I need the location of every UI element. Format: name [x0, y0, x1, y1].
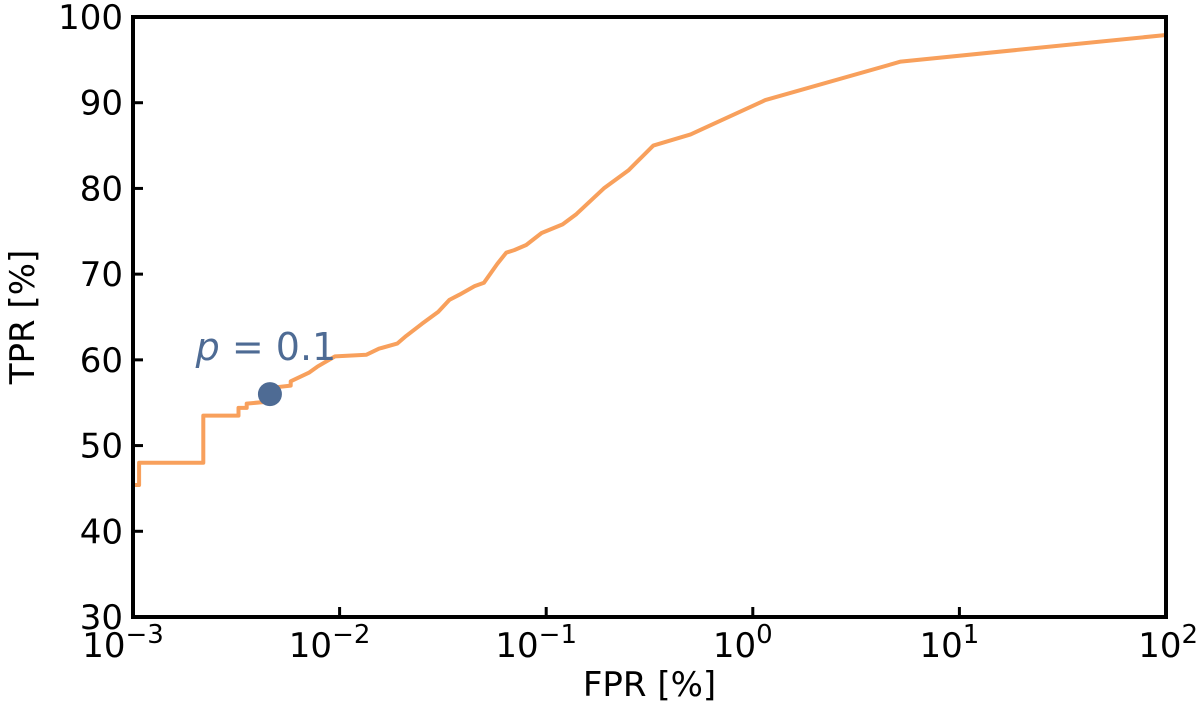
- y-tick-label: 40: [80, 512, 123, 552]
- y-tick-label: 70: [80, 255, 123, 295]
- x-axis-ticks: 10−3 10−2 10−1 100 101 102: [82, 607, 1198, 666]
- x-tick-label-exponent: 0: [756, 620, 773, 650]
- x-tick-label-exponent: −3: [125, 620, 163, 650]
- x-tick-label: 100: [713, 620, 773, 666]
- x-tick-label-base: 10: [495, 626, 538, 666]
- y-tick-label: 60: [80, 341, 123, 381]
- x-tick-label: 102: [1138, 620, 1198, 666]
- x-tick-label-base: 10: [289, 626, 332, 666]
- y-tick-label: 80: [80, 169, 123, 209]
- y-tick-label: 30: [80, 598, 123, 638]
- x-axis-label: FPR [%]: [583, 665, 716, 701]
- x-tick-label-base: 10: [1138, 626, 1181, 666]
- y-tick-label: 90: [80, 84, 123, 124]
- x-tick-label-exponent: −2: [332, 620, 370, 650]
- x-tick-label-exponent: 1: [963, 620, 980, 650]
- annotation-label-italic: p: [195, 325, 220, 369]
- x-tick-label: 10−1: [495, 620, 577, 666]
- operating-point-marker: [257, 382, 282, 407]
- plot-frame: [131, 15, 1168, 619]
- x-tick-label: 10−2: [289, 620, 371, 666]
- y-axis-ticks: 30 40 50 60 70 80 90 100: [58, 0, 143, 638]
- plot-marks: [134, 33, 1167, 487]
- x-tick-label-base: 10: [82, 626, 125, 666]
- x-tick-label-base: 10: [919, 626, 962, 666]
- x-tick-label-base: 10: [713, 626, 756, 666]
- x-tick-label-exponent: −1: [539, 620, 577, 650]
- annotation-label: p = 0.1: [195, 325, 337, 369]
- y-axis-label: TPR [%]: [3, 250, 43, 386]
- y-tick-label: 100: [58, 0, 123, 38]
- x-tick-label: 10−3: [82, 620, 164, 666]
- x-tick-label-exponent: 2: [1181, 620, 1198, 650]
- roc-curve-line: [134, 33, 1167, 487]
- annotation-label-rest: = 0.1: [220, 325, 336, 369]
- y-tick-label: 50: [80, 427, 123, 467]
- x-tick-label: 101: [919, 620, 979, 666]
